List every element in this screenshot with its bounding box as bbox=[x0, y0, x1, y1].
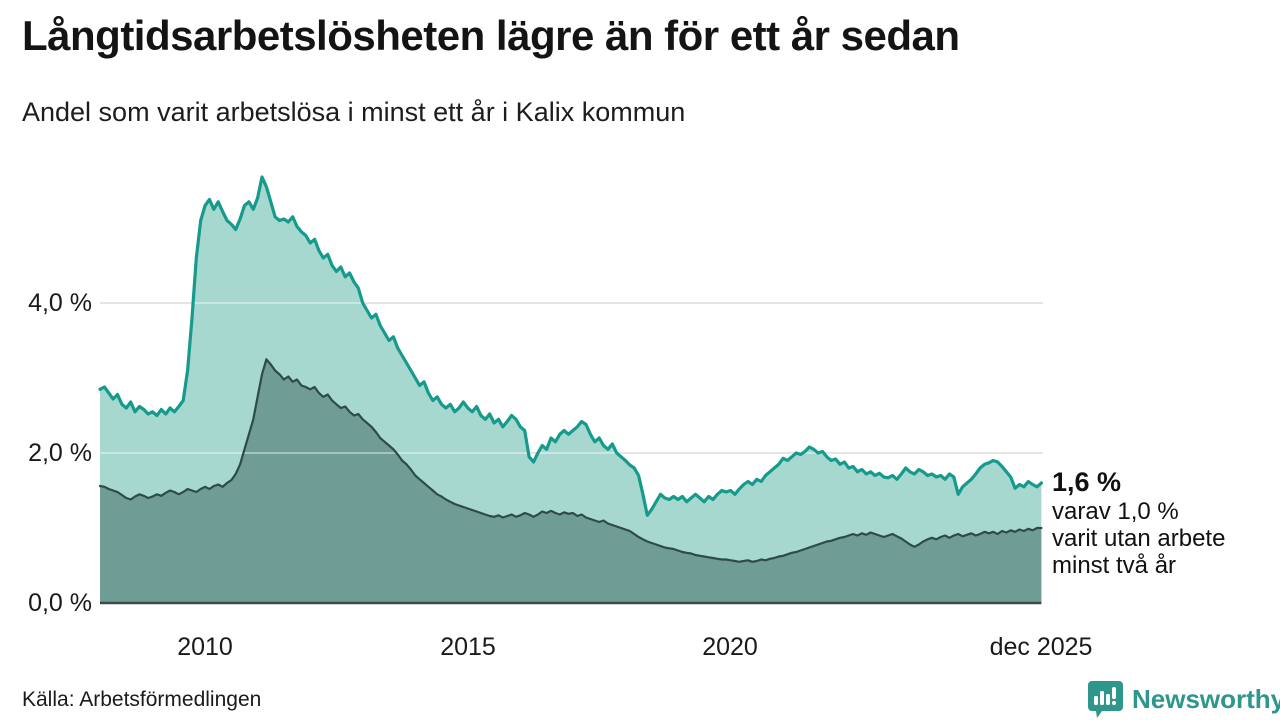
newsworthy-logo-text: Newsworthy bbox=[1132, 684, 1280, 714]
y-axis-label-2: 2,0 % bbox=[28, 439, 92, 467]
total-line bbox=[98, 175, 1043, 517]
y-axis-label-0: 0,0 % bbox=[28, 589, 92, 617]
annotation-line-3: varit utan arbete bbox=[1052, 525, 1226, 552]
two-years-line bbox=[98, 358, 1043, 563]
latest-value-annotation: 1,6 % varav 1,0 % varit utan arbete mins… bbox=[1052, 467, 1272, 579]
x-axis-label-2010: 2010 bbox=[177, 633, 233, 661]
x-axis-label-dec-2025: dec 2025 bbox=[989, 633, 1093, 661]
x-axis-label-2020: 2020 bbox=[702, 633, 758, 661]
annotation-line-4: minst två år bbox=[1052, 552, 1177, 579]
bar-chart-speech-bubble-icon bbox=[1087, 680, 1124, 719]
newsworthy-logo: Newsworthy bbox=[1087, 680, 1280, 719]
latest-value: 1,6 % bbox=[1052, 467, 1122, 497]
annotation-line-2: varav 1,0 % bbox=[1052, 498, 1179, 525]
two-years-area bbox=[100, 359, 1042, 603]
x-axis-label-2015: 2015 bbox=[440, 633, 496, 661]
page-title: Långtidsarbetslösheten lägre än för ett … bbox=[22, 12, 960, 59]
page-subtitle: Andel som varit arbetslösa i minst ett å… bbox=[22, 97, 686, 127]
source-credit: Källa: Arbetsförmedlingen bbox=[22, 688, 262, 711]
y-axis-label-4: 4,0 % bbox=[28, 289, 92, 317]
